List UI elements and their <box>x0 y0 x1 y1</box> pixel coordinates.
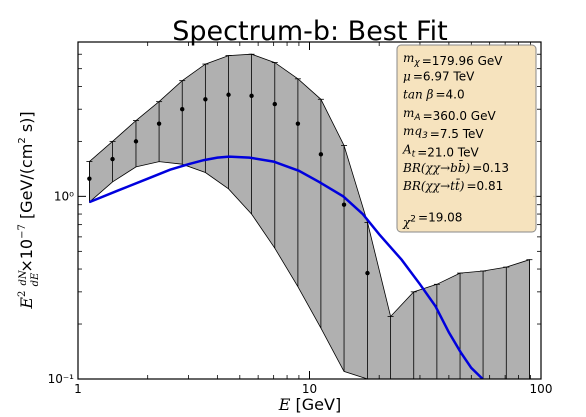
legend-entry: mq3 =7.5 TeV <box>403 124 484 141</box>
legend-symbol: μ <box>403 69 411 83</box>
y-axis-label: E2 dNdE×10−7 [GeV/(cm2 s)] <box>17 111 41 309</box>
y-label-unit-exp: 2 <box>17 137 28 143</box>
legend-symbol: BR(χχ→bb̄) <box>402 159 470 175</box>
model-curve <box>88 155 484 379</box>
legend-entry: χ2 =19.08 <box>402 211 462 230</box>
data-point <box>180 107 185 112</box>
svg-text:E2 dNdE×10−7 [GeV/(cm2 s)]: E2 dNdE×10−7 [GeV/(cm2 s)] <box>17 111 41 309</box>
legend-symbol: m <box>403 51 414 65</box>
y-label-frac-den: dE <box>30 272 41 286</box>
data-point <box>110 156 115 162</box>
data-point <box>295 121 301 126</box>
x-axis-label-var: E <box>278 395 291 414</box>
legend-value: 0.13 <box>482 161 509 175</box>
data-point <box>318 152 324 157</box>
legend-symbol: m <box>403 106 414 120</box>
legend-symbol: A <box>402 143 412 157</box>
legend-entry: BR(χχ→tt̄) =0.81 <box>402 177 503 193</box>
legend-value: 21.0 TeV <box>427 146 479 160</box>
data-point <box>133 139 139 144</box>
legend-value: 360.0 GeV <box>433 109 497 123</box>
x-tick-label: 100 <box>530 382 553 396</box>
axis-ticks: 1 10 100 10⁻¹ 10⁰ <box>48 41 553 396</box>
legend-value: 19.08 <box>428 211 462 225</box>
data-point <box>341 202 347 207</box>
y-label-unit: [GeV/(cm <box>17 144 36 225</box>
legend-value: 6.97 TeV <box>423 69 475 83</box>
y-label-exp: 2 <box>17 291 28 297</box>
y-label-frac-num: dN <box>18 269 29 285</box>
legend-entry: mχ =179.96 GeV <box>403 51 503 68</box>
legend-value: 0.81 <box>477 179 504 193</box>
data-point <box>87 176 92 181</box>
legend-entry: At =21.0 TeV <box>402 143 479 160</box>
data-point <box>272 101 277 107</box>
y-label-times: ×10 <box>17 239 36 273</box>
x-axis-label-unit: [GeV] <box>290 395 341 414</box>
y-label-exp2: −7 <box>17 224 28 239</box>
data-point <box>249 93 254 99</box>
data-point <box>203 97 208 102</box>
legend-value: 179.96 GeV <box>432 54 503 68</box>
data-point <box>156 121 162 126</box>
x-axis-label: E [GeV] <box>278 395 341 414</box>
legend-symbol: mq <box>403 124 422 138</box>
plot-area <box>86 53 533 379</box>
legend-symbol: χ <box>402 216 411 230</box>
legend-symbol: BR(χχ→tt̄) <box>402 177 465 193</box>
data-point <box>226 92 231 97</box>
legend-value: 7.5 TeV <box>440 127 485 141</box>
x-tick-label: 10 <box>302 382 317 396</box>
y-tick-label: 10⁰ <box>54 189 74 203</box>
y-label-pre: E <box>17 297 36 310</box>
legend-entry: BR(χχ→bb̄) =0.13 <box>402 159 509 175</box>
x-tick-label: 1 <box>74 382 82 396</box>
legend-entry: tan β =4.0 <box>403 88 465 102</box>
y-label-unit-tail: s)] <box>17 111 36 137</box>
error-band <box>89 53 530 379</box>
legend-box <box>396 44 537 233</box>
data-point <box>365 270 370 276</box>
legend-symbol: tan β <box>403 88 434 102</box>
legend-value: 4.0 <box>446 88 465 102</box>
legend-entry: mA =360.0 GeV <box>403 106 496 123</box>
legend-entry: μ =6.97 TeV <box>403 69 475 83</box>
y-tick-label: 10⁻¹ <box>48 372 75 386</box>
